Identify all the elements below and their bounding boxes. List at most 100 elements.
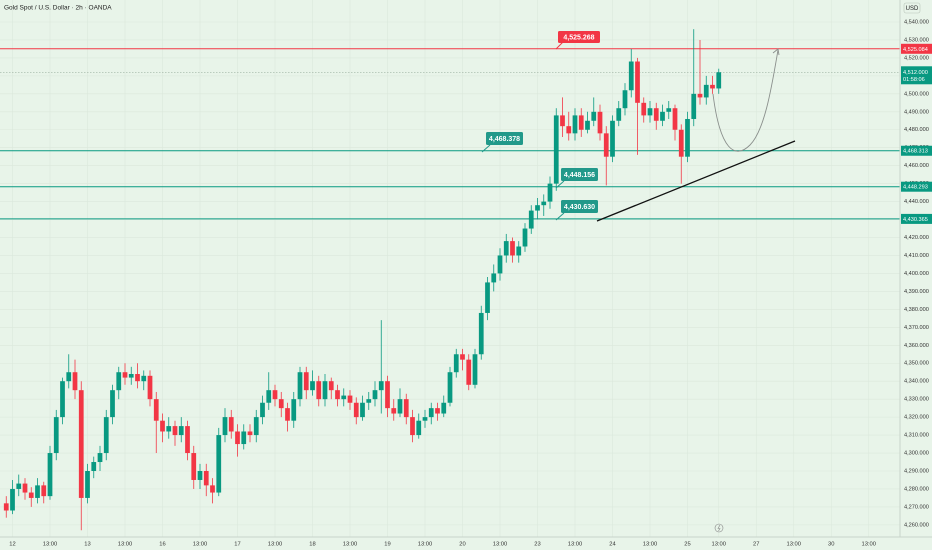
candle-body (516, 246, 522, 256)
x-tick-label: 13:00 (268, 542, 283, 548)
candle-body (497, 255, 503, 274)
candle-body (316, 381, 322, 400)
y-tick-label: 4,520.000 (904, 55, 929, 61)
candle-body (641, 102, 647, 116)
level-tag (901, 43, 932, 54)
candle-body (710, 84, 715, 89)
callout-label: 4,448.156 (564, 172, 595, 179)
x-tick-label: 13:00 (861, 542, 876, 548)
candle-body (141, 375, 147, 382)
y-tick-label: 4,330.000 (904, 397, 929, 403)
y-tick-label: 4,490.000 (904, 109, 929, 115)
candle-body (278, 399, 284, 409)
candle-body (397, 399, 403, 414)
candle-body (510, 241, 515, 256)
candle-body (328, 381, 334, 391)
candle-body (622, 90, 628, 109)
level-tag (901, 213, 932, 224)
x-tick-label: 13:00 (786, 542, 801, 548)
level-tag-label: 4,525.084 (903, 47, 928, 53)
candle-body (447, 372, 453, 403)
event-icon-bolt (717, 524, 721, 532)
candle-body (91, 462, 97, 471)
candle-body (97, 453, 103, 463)
candle-body (591, 111, 597, 121)
candle-body (410, 417, 415, 436)
candle-body (403, 399, 409, 418)
callout-label: 4,430.630 (564, 204, 595, 211)
candle-body (266, 390, 272, 403)
candle-body (391, 408, 397, 414)
currency-label[interactable]: USD (906, 6, 919, 12)
callout-box (486, 132, 523, 145)
currency-box[interactable] (903, 2, 921, 14)
callout-box (558, 31, 600, 43)
candle-body (422, 417, 428, 421)
candle-body (466, 359, 472, 385)
x-tick-label: 24 (609, 542, 616, 548)
y-tick-label: 4,380.000 (904, 307, 929, 313)
candle-body (260, 402, 265, 418)
candle-body (178, 426, 184, 436)
candles (3, 29, 722, 531)
candle-body (428, 408, 434, 418)
candle-body (3, 503, 9, 511)
candle-body (116, 372, 122, 391)
y-tick-label: 4,290.000 (904, 468, 929, 474)
candle-body (360, 402, 365, 418)
callout-box (561, 200, 598, 213)
callout-box (561, 168, 598, 181)
candle-body (110, 390, 115, 418)
y-tick-label: 4,440.000 (904, 199, 929, 205)
candle-body (635, 61, 640, 103)
y-tick-label: 4,500.000 (904, 91, 929, 97)
trend-line (596, 140, 796, 222)
candle-body (291, 399, 297, 421)
countdown-label: 01:58:06 (903, 77, 925, 83)
y-tick-label: 4,480.000 (904, 127, 929, 133)
x-tick-label: 13:00 (568, 542, 583, 548)
x-tick-label: 23 (534, 542, 540, 548)
y-tick-label: 4,360.000 (904, 343, 929, 349)
axes: 4,260.000 4,270.000 4,280.000 4,290.000 4,30… (9, 19, 932, 548)
candle-body (235, 431, 240, 445)
candle-body (153, 399, 159, 421)
candle-body (685, 118, 690, 157)
candle-body (478, 312, 484, 355)
candle-body (616, 108, 622, 121)
candle-body (585, 120, 590, 130)
candle-body (553, 115, 559, 184)
x-tick-label: 18 (309, 542, 315, 548)
event-icon[interactable] (714, 523, 724, 533)
candle-body (441, 402, 447, 414)
candle-body (610, 120, 615, 157)
y-tick-label: 4,420.000 (904, 235, 929, 241)
candle-body (628, 61, 634, 91)
candle-body (660, 111, 665, 121)
candle-body (416, 420, 422, 436)
x-tick-label: 13 (84, 542, 90, 548)
level-tag-label: 4,430.365 (903, 217, 928, 223)
candle-body (47, 453, 53, 497)
candle-body (566, 126, 572, 134)
candle-body (41, 485, 47, 497)
level-tag (901, 145, 932, 156)
grid (0, 0, 900, 537)
callout-pointer (555, 41, 564, 50)
callouts: 4,525.268 4,468.378 4,448.156 4,430.630 (481, 31, 600, 221)
candle-body (541, 201, 547, 206)
candle-body (716, 72, 722, 89)
y-tick-label: 4,350.000 (904, 361, 929, 367)
y-tick-label: 4,400.000 (904, 271, 929, 277)
candle-body (372, 390, 378, 400)
candle-body (522, 228, 528, 247)
candle-body (247, 431, 253, 436)
candle-body (697, 93, 703, 98)
candle-body (222, 417, 228, 436)
y-tick-label: 4,410.000 (904, 253, 929, 259)
candle-body (597, 111, 603, 134)
candle-body (297, 372, 303, 400)
x-tick-label: 16 (159, 542, 165, 548)
